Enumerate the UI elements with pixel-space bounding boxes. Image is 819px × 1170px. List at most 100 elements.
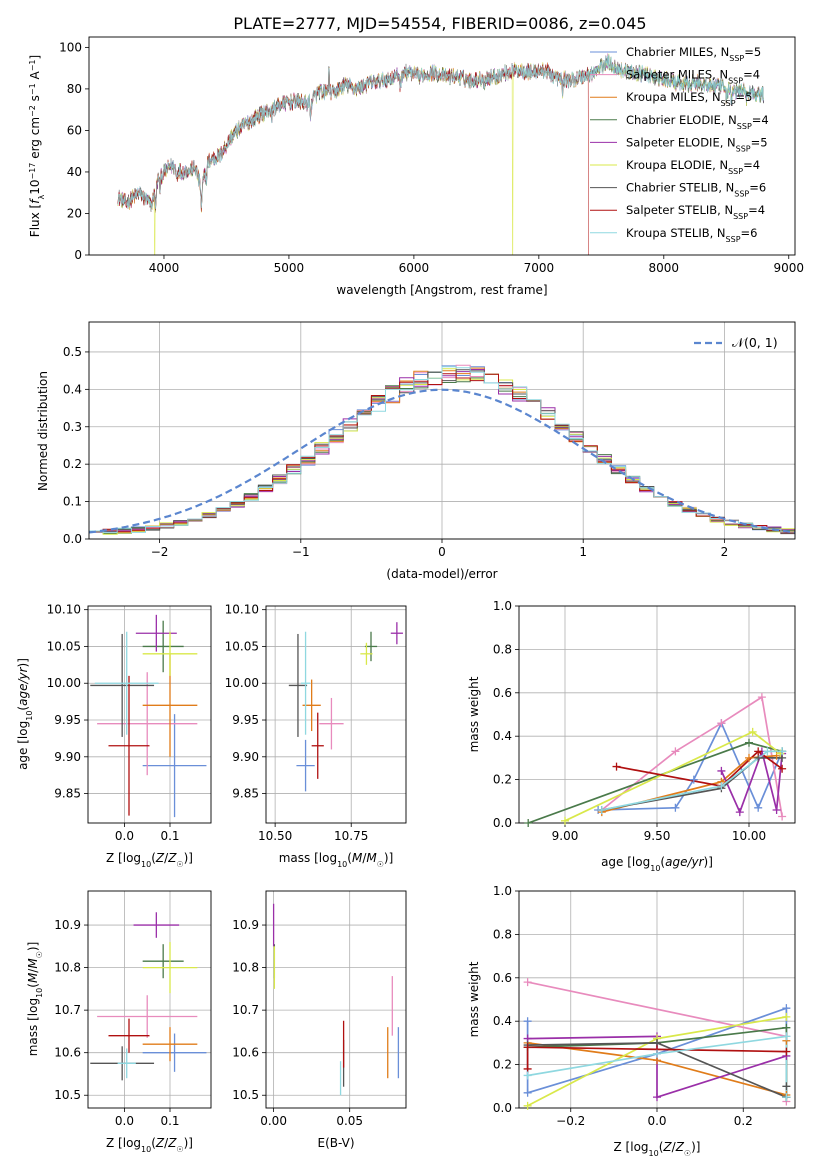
axes-frame bbox=[87, 890, 212, 1109]
plot-area bbox=[272, 903, 400, 1096]
y-tick-label: 40 bbox=[67, 165, 82, 179]
y-tick-label: 9.85 bbox=[54, 787, 81, 801]
weight-series-7 bbox=[616, 750, 783, 788]
normal-curve bbox=[89, 388, 795, 534]
y-tick-label: 0.5 bbox=[63, 345, 82, 359]
y-tick-label: 80 bbox=[67, 82, 82, 96]
y-axis-label: Flux [fλ10−17 erg cm−2 s−1 A−1] bbox=[28, 55, 46, 237]
y-tick-label: 1.0 bbox=[493, 884, 512, 898]
y-tick-label: 0.4 bbox=[493, 1014, 512, 1028]
x-tick-label: −2 bbox=[151, 545, 169, 559]
weight-marker bbox=[782, 1093, 791, 1102]
x-tick-label: 0.1 bbox=[160, 1114, 179, 1128]
weight-marker bbox=[717, 766, 726, 775]
weight-marker bbox=[763, 747, 772, 756]
weight-marker bbox=[671, 747, 680, 756]
axes-frame bbox=[87, 605, 212, 824]
x-tick-label: 0 bbox=[438, 545, 446, 559]
legend-label: Chabrier MILES, NSSP=5 bbox=[626, 45, 761, 63]
hist-series-8 bbox=[89, 366, 795, 533]
x-tick-label: 0.0 bbox=[115, 1114, 134, 1128]
weight-marker bbox=[782, 1012, 791, 1021]
weight-marker bbox=[754, 803, 763, 812]
x-tick-label: 8000 bbox=[649, 261, 680, 275]
axes-frame bbox=[265, 605, 407, 824]
y-tick-label: 10.5 bbox=[232, 1088, 259, 1102]
x-tick-label: 0.0 bbox=[647, 1114, 666, 1128]
weight-marker bbox=[612, 762, 621, 771]
y-tick-label: 10.7 bbox=[54, 1003, 81, 1017]
y-tick-label: 9.85 bbox=[232, 787, 259, 801]
weight-marker bbox=[782, 1047, 791, 1056]
x-axis-label: wavelength [Angstrom, rest frame] bbox=[336, 283, 547, 297]
x-tick-label: 4000 bbox=[149, 261, 180, 275]
axes-frame bbox=[88, 321, 796, 540]
y-tick-label: 0.4 bbox=[493, 729, 512, 743]
x-tick-label: 5000 bbox=[274, 261, 305, 275]
y-tick-label: 10.5 bbox=[54, 1088, 81, 1102]
weight-marker bbox=[778, 764, 787, 773]
weight-marker bbox=[745, 738, 753, 747]
y-tick-label: 0.2 bbox=[63, 457, 82, 471]
spectrum-legend: Chabrier MILES, NSSP=5 Salpeter MILES, NS… bbox=[590, 45, 769, 243]
weight-marker bbox=[772, 805, 781, 814]
weight-series-7 bbox=[526, 1046, 787, 1069]
weight-marker bbox=[523, 978, 532, 987]
weight-marker bbox=[689, 775, 698, 784]
legend-label: Kroupa ELODIE, NSSP=4 bbox=[626, 158, 760, 176]
plot-area bbox=[288, 622, 403, 792]
weight-marker bbox=[717, 719, 726, 728]
y-tick-label: 1.0 bbox=[493, 599, 512, 613]
x-tick-label: 1 bbox=[579, 545, 587, 559]
axes-spectrum: 4000 5000 6000 7000 8000 9000 0 20 40 60 80 100 wave… bbox=[28, 36, 804, 297]
y-tick-label: 0.2 bbox=[493, 1058, 512, 1072]
x-axis-label: Z [log10(Z/Z☉)] bbox=[106, 851, 193, 869]
legend-label: Chabrier STELIB, NSSP=6 bbox=[626, 181, 766, 199]
weight-series-8 bbox=[601, 750, 783, 811]
legend-label: Salpeter MILES, NSSP=4 bbox=[626, 68, 760, 86]
y-tick-label: 20 bbox=[67, 206, 82, 220]
axes-age_vs_mass: 10.50 10.75 9.85 9.90 9.95 10.00 10.05 10.10 mas… bbox=[225, 603, 407, 869]
axes-mass_vs_ebv: 0.00 0.05 10.5 10.6 10.7 10.8 10.9 E(B-V) bbox=[232, 890, 407, 1150]
legend-label: Kroupa STELIB, NSSP=6 bbox=[626, 226, 757, 244]
weight-marker bbox=[754, 747, 763, 756]
axes-frame bbox=[518, 605, 796, 824]
y-axis-label: Normed distribution bbox=[36, 371, 50, 491]
weight-marker bbox=[757, 693, 766, 702]
y-tick-label: 10.6 bbox=[232, 1046, 259, 1060]
x-tick-label: −0.2 bbox=[556, 1114, 585, 1128]
weight-marker bbox=[778, 747, 787, 756]
y-tick-label: 100 bbox=[59, 40, 82, 54]
weight-marker bbox=[523, 1101, 532, 1110]
weight-marker bbox=[523, 1071, 532, 1080]
weight-marker bbox=[782, 1082, 791, 1091]
x-axis-label: Z [log10(Z/Z☉)] bbox=[106, 1136, 193, 1154]
weight-marker bbox=[523, 1088, 532, 1097]
x-tick-label: 7000 bbox=[524, 261, 555, 275]
x-tick-label: 0.0 bbox=[115, 829, 134, 843]
y-tick-label: 10.10 bbox=[225, 603, 259, 617]
x-axis-label: age [log10(age/yr)] bbox=[601, 855, 713, 873]
weight-marker bbox=[653, 1049, 661, 1058]
x-axis-label: Z [log10(Z/Z☉)] bbox=[614, 1140, 701, 1158]
y-tick-label: 10.10 bbox=[47, 603, 81, 617]
y-tick-label: 0 bbox=[74, 248, 82, 262]
axes-mass_weight_vs_age: 9.00 9.50 10.00 0.0 0.2 0.4 0.6 0.8 1.0 age [log1… bbox=[467, 599, 796, 873]
figure-title: PLATE=2777, MJD=54554, FIBERID=0086, z=0… bbox=[233, 14, 646, 33]
weight-marker bbox=[653, 1093, 661, 1102]
y-tick-label: 0.1 bbox=[63, 495, 82, 509]
y-tick-label: 0.0 bbox=[63, 532, 82, 546]
plot-area bbox=[90, 614, 207, 818]
x-tick-label: 9000 bbox=[773, 261, 804, 275]
axes-frame bbox=[88, 36, 796, 256]
plot-area bbox=[117, 53, 764, 255]
y-tick-label: 10.6 bbox=[54, 1046, 81, 1060]
plot-area bbox=[90, 912, 207, 1081]
axes-frame bbox=[265, 890, 407, 1109]
weight-marker bbox=[671, 803, 680, 812]
y-tick-label: 10.9 bbox=[54, 918, 81, 932]
legend-label: Salpeter STELIB, NSSP=4 bbox=[626, 203, 765, 221]
legend-label: 𝒩(0, 1) bbox=[732, 335, 778, 350]
y-tick-label: 10.9 bbox=[232, 918, 259, 932]
